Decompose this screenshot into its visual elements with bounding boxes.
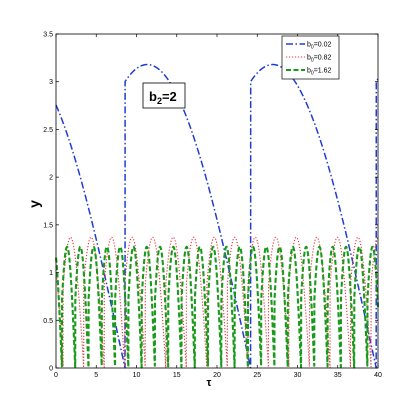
annotation-box-frame — [142, 82, 186, 109]
x-tick-label: 35 — [334, 372, 342, 379]
y-tick-label: 0 — [49, 366, 53, 373]
legend-frame — [281, 35, 340, 80]
annotation-rest: =2 — [162, 89, 177, 104]
y-tick-label: 3.5 — [43, 32, 53, 39]
y-tick-label: 2.5 — [43, 127, 53, 134]
annotation-sub: 2 — [157, 96, 162, 106]
y-tick-label: 1.5 — [43, 222, 53, 229]
x-axis-label: τ — [207, 377, 212, 389]
series-line-0 — [55, 63, 379, 369]
plot-area — [54, 63, 380, 369]
legend: b0=0.02 b0=0.82 b0=1.62 — [281, 35, 340, 80]
y-tick-label: 1 — [49, 270, 53, 277]
annotation-box: b2=2 — [142, 82, 186, 109]
x-tick-label: 20 — [213, 372, 221, 379]
legend-label-0: b0=0.02 — [307, 42, 332, 51]
annotation-main: b — [149, 89, 157, 104]
y-tick-label: 2 — [49, 175, 53, 182]
legend-label-2: b0=1.62 — [307, 68, 332, 77]
y-axis-label: y — [26, 200, 42, 208]
x-tick-label: 10 — [133, 372, 141, 379]
axes: 0 5 10 15 20 25 30 35 40 0 0.5 1 1.5 2 2.5 3 3.5 — [43, 32, 382, 380]
x-tick-label: 15 — [173, 372, 181, 379]
x-tick-label: 5 — [94, 372, 98, 379]
chart-text: τ y — [26, 200, 212, 389]
legend-label-1: b0=0.82 — [307, 55, 332, 64]
annotation-text: b2=2 — [149, 89, 177, 106]
x-tick-label: 0 — [54, 372, 58, 379]
x-tick-label: 25 — [253, 372, 261, 379]
x-tick-label: 30 — [294, 372, 302, 379]
x-tick-label: 40 — [374, 372, 382, 379]
y-tick-label: 0.5 — [43, 318, 53, 325]
series-line-2 — [54, 245, 380, 369]
plot-frame — [55, 33, 379, 369]
y-tick-label: 3 — [49, 79, 53, 86]
